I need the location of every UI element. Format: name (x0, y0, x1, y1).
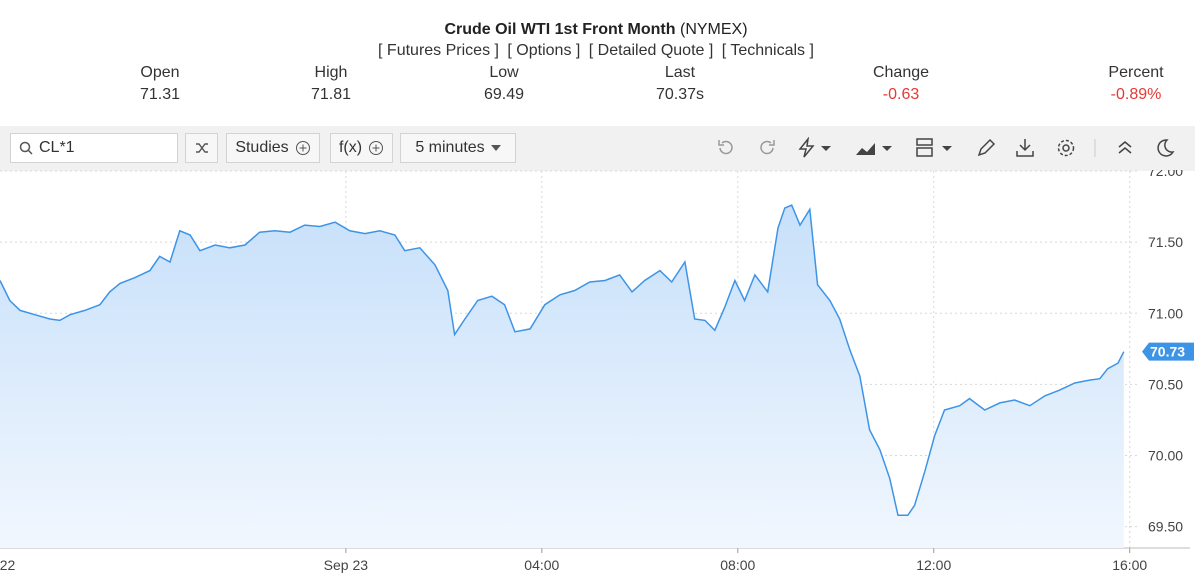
plus-icon (295, 141, 310, 155)
y-tick-label: 72.00 (1148, 170, 1183, 179)
undo-icon[interactable] (715, 137, 737, 159)
plus-icon (369, 141, 384, 155)
x-tick-label: 16:00 (1112, 557, 1147, 573)
link[interactable]: [ Technicals ] (721, 42, 814, 59)
y-tick-label: 70.00 (1148, 448, 1183, 464)
redo-icon[interactable] (756, 137, 778, 159)
quote-links: [ Futures Prices ] [ Options ] [ Detaile… (0, 42, 1192, 60)
exchange: (NYMEX) (679, 21, 748, 38)
last-price-label: 70.73 (1150, 344, 1185, 360)
instrument-name: Crude Oil WTI 1st Front Month (444, 21, 676, 38)
price-chart: 72.00 71.50 71.00 70.50 70.00 69.50 Sep 22 Sep … (0, 170, 1194, 573)
x-tick-label: 08:00 (720, 557, 755, 573)
quote-title: Crude Oil WTI 1st Front Month (NYMEX) (0, 21, 1192, 39)
download-icon[interactable] (1014, 137, 1036, 159)
quote-label: Open (140, 64, 180, 81)
quote-label: High (314, 64, 348, 81)
layout-icon[interactable] (915, 137, 957, 159)
link[interactable]: [ Detailed Quote ] (588, 42, 714, 59)
studies-button[interactable]: Studies (226, 133, 320, 163)
search-icon (19, 141, 33, 155)
dark-mode-icon[interactable] (1154, 137, 1176, 159)
interval-button[interactable]: 5 minutes (400, 133, 516, 163)
toolbar: CL*1 Studies f(x) 5 minutes (0, 126, 1195, 171)
draw-tools-icon[interactable] (796, 137, 836, 159)
x-tick-label: Sep 22 (0, 557, 16, 573)
quote-value: -0.63 (882, 86, 920, 103)
functions-label: f(x) (338, 139, 363, 156)
separator (1094, 139, 1096, 157)
x-tick-label: 12:00 (916, 557, 951, 573)
x-tick-label: Sep 23 (324, 557, 369, 573)
quote-label: Percent (1108, 64, 1164, 81)
link[interactable]: [ Futures Prices ] (378, 42, 499, 59)
shuffle-icon (195, 143, 208, 153)
chart-type-icon[interactable] (855, 137, 897, 159)
last-price-badge (1142, 342, 1194, 361)
quote-label: Last (664, 64, 696, 81)
pencil-icon[interactable] (975, 137, 997, 159)
link[interactable]: [ Options ] (507, 42, 581, 59)
quote-value: 71.31 (139, 86, 181, 103)
quote-value: 71.81 (310, 86, 352, 103)
quote-value: -0.89% (1110, 86, 1162, 103)
quote-label: Change (872, 64, 930, 81)
functions-button[interactable]: f(x) (330, 133, 393, 163)
price-line (0, 204, 1125, 517)
price-area (0, 205, 1124, 548)
interval-label: 5 minutes (415, 139, 485, 156)
y-tick-label: 69.50 (1148, 519, 1183, 535)
x-tick-label: 04:00 (524, 557, 559, 573)
y-tick-label: 71.00 (1148, 305, 1183, 321)
symbol: CL*1 (39, 139, 75, 156)
settings-icon[interactable] (1055, 137, 1077, 159)
quote-value: 69.49 (483, 86, 525, 103)
y-tick-label: 70.50 (1148, 376, 1183, 392)
compare-button[interactable] (185, 133, 218, 163)
studies-label: Studies (235, 139, 289, 156)
dropdown-icon (490, 145, 501, 151)
collapse-icon[interactable] (1115, 137, 1135, 159)
quote-value: 70.37s (655, 86, 705, 103)
quote-label: Low (489, 64, 519, 81)
y-tick-label: 71.50 (1148, 234, 1183, 250)
symbol-search[interactable]: CL*1 (10, 133, 178, 163)
